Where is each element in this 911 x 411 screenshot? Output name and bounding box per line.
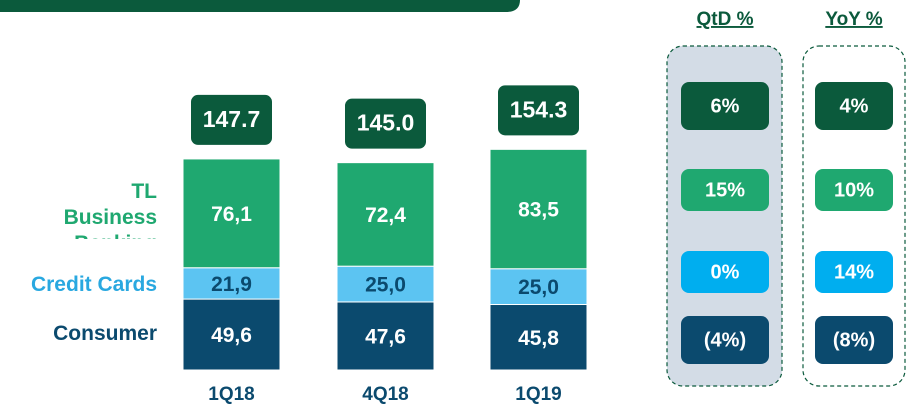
value-label: 83,5 [518, 199, 559, 222]
panel-value: (4%) [704, 329, 746, 351]
panel-box [681, 82, 769, 130]
panel-box [681, 251, 769, 293]
value-label: 72,4 [365, 204, 406, 227]
panel-value: 10% [834, 179, 874, 201]
bar-segment [182, 267, 281, 300]
bar-segment [336, 301, 435, 371]
bar-segment [489, 268, 588, 306]
panel-title: QtD % [697, 9, 754, 30]
total-box [191, 94, 272, 145]
x-tick-label: 4Q18 [362, 384, 408, 405]
value-label: 45,8 [518, 327, 559, 350]
bar-segment [489, 148, 588, 270]
panel-value: 4% [840, 95, 869, 117]
legend-label-wrap: TL Business Banking [63, 180, 157, 239]
yoy-panel [802, 45, 906, 387]
panel-box [815, 316, 893, 364]
panel-box [681, 169, 769, 211]
panel-value: (8%) [833, 329, 875, 351]
value-label: 49,6 [211, 324, 252, 347]
total-box [498, 85, 579, 136]
x-tick-label: 1Q18 [208, 384, 254, 405]
value-label: 47,6 [365, 326, 406, 349]
legend-label: Consumer [53, 322, 157, 345]
bar-segment [336, 265, 435, 303]
x-tick-label: 1Q19 [515, 384, 561, 405]
bar-segment [182, 158, 281, 269]
panel-title: YoY % [825, 9, 882, 30]
qtd-panel [666, 45, 783, 387]
value-label: 76,1 [211, 203, 252, 226]
legend-label: TL Business Banking [63, 180, 157, 239]
bar-segment [336, 162, 435, 267]
legend-label: Credit Cards [31, 273, 157, 296]
panel-value: 0% [711, 261, 740, 283]
total-box [345, 98, 426, 149]
panel-box [815, 169, 893, 211]
total-label: 147.7 [203, 106, 261, 132]
panel-value: 14% [834, 261, 874, 283]
value-label: 25,0 [518, 276, 559, 299]
total-label: 154.3 [510, 96, 568, 122]
bar-segment [489, 304, 588, 371]
panel-box [815, 82, 893, 130]
total-label: 145.0 [357, 110, 415, 136]
panel-box [815, 251, 893, 293]
panel-box [681, 316, 769, 364]
header-banner [0, 0, 520, 12]
value-label: 21,9 [211, 273, 252, 296]
bar-segment [182, 298, 281, 371]
panel-value: 15% [705, 179, 745, 201]
panel-value: 6% [711, 95, 740, 117]
value-label: 25,0 [365, 274, 406, 297]
